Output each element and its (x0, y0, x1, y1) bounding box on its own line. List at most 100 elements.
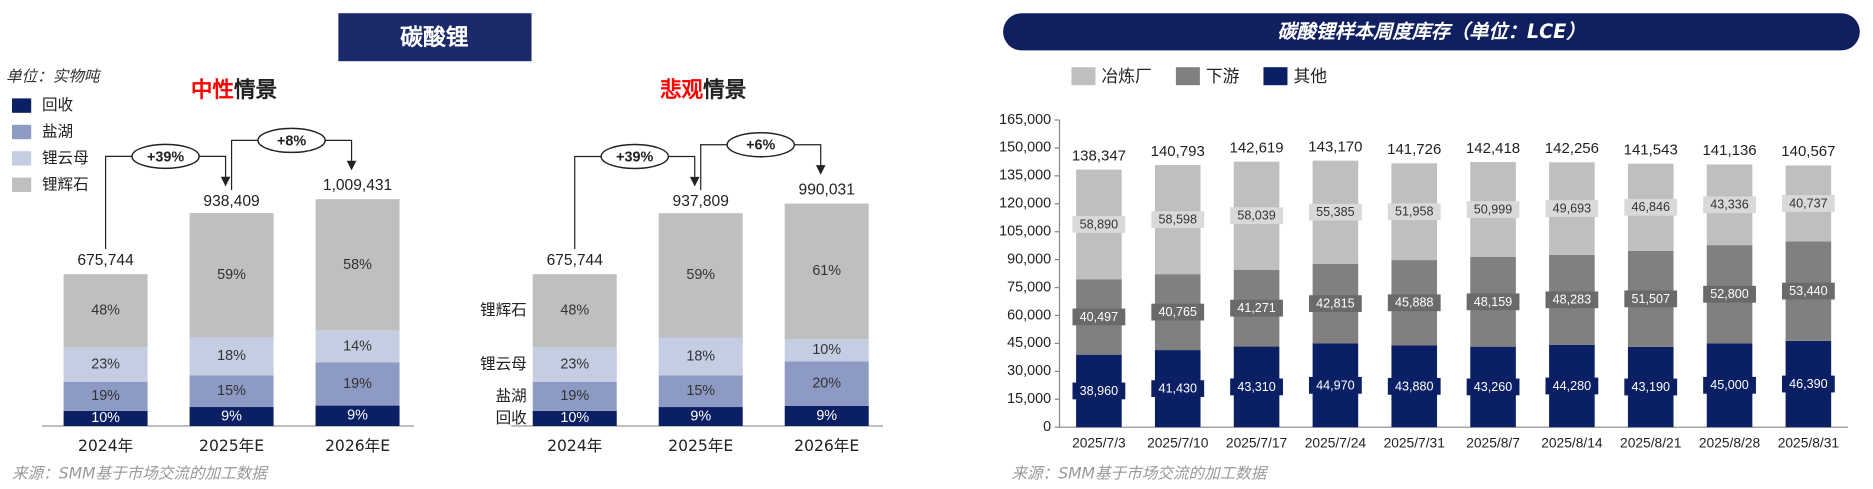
label-box (1545, 200, 1599, 218)
chart-title: 中性情景 (191, 77, 277, 103)
label-box (1387, 377, 1441, 395)
segment-label: 23% (560, 356, 589, 372)
bar-segment (63, 274, 148, 348)
bar-segment (63, 410, 148, 426)
x-tick-label: 2025/7/31 (1384, 436, 1445, 451)
segment-label: 9% (690, 408, 711, 424)
segment-label: 41,430 (1158, 382, 1196, 396)
segment-label: 59% (686, 267, 715, 283)
segment-label: 59% (217, 267, 246, 283)
segment-label: 43,260 (1474, 380, 1512, 394)
x-tick-label: 2025/7/17 (1226, 436, 1287, 451)
series-side-label: 回收 (496, 409, 528, 427)
y-tick-label: 150,000 (999, 140, 1051, 156)
label-box (1545, 377, 1599, 395)
label-box (1703, 376, 1756, 394)
arrow-head (220, 176, 231, 187)
total-label: 142,256 (1545, 140, 1599, 157)
bar-segment (532, 381, 617, 411)
segment-label: 51,507 (1631, 292, 1669, 306)
panel-header-bg (338, 13, 532, 62)
x-tick-label: 2025/8/7 (1466, 436, 1520, 451)
x-tick-label: 2024年 (78, 437, 133, 455)
segment-label: 19% (91, 388, 120, 404)
total-label: 141,726 (1387, 141, 1441, 158)
segment-label: 53,440 (1789, 284, 1827, 298)
total-label: 990,031 (799, 181, 855, 198)
title-text: 情景 (703, 77, 746, 103)
bar-segment (315, 199, 400, 331)
segment-label: 48,283 (1553, 293, 1591, 307)
segment-label: 44,970 (1316, 378, 1354, 392)
label-box (1309, 295, 1362, 313)
y-tick-label: 120,000 (999, 196, 1051, 212)
segment-label: 38,960 (1080, 384, 1118, 398)
y-tick-label: 165,000 (999, 112, 1051, 128)
segment-label: 20% (812, 376, 841, 392)
total-label: 140,567 (1781, 143, 1835, 160)
segment-label: 40,737 (1789, 196, 1827, 210)
legend-label: 锂辉石 (42, 175, 89, 193)
bar-segment (315, 362, 400, 406)
legend-label: 下游 (1206, 66, 1240, 86)
growth-label: +6% (746, 138, 775, 154)
segment-label: 10% (812, 342, 841, 358)
legend-swatch (1175, 67, 1200, 86)
bar-segment (784, 361, 869, 406)
segment-label: 58,598 (1158, 213, 1196, 227)
legend-label: 锂云母 (42, 149, 89, 167)
bar-segment (658, 213, 743, 338)
legend-swatch (11, 98, 32, 113)
label-box (1624, 378, 1678, 396)
x-tick-label: 2025/7/24 (1305, 436, 1367, 451)
total-label: 675,744 (77, 252, 134, 269)
y-tick-label: 90,000 (1007, 251, 1051, 267)
y-tick-label: 45,000 (1007, 335, 1051, 351)
segment-label: 61% (812, 263, 841, 279)
bar-segment (189, 337, 274, 376)
segment-label: 19% (560, 388, 589, 404)
x-tick-label: 2025/7/3 (1072, 436, 1126, 451)
label-box (1230, 207, 1283, 225)
label-box (1309, 203, 1362, 221)
legend-label: 回收 (42, 96, 74, 114)
source-note: 来源：SMM基于市场交流的加工数据 (12, 464, 269, 482)
total-label: 142,619 (1229, 139, 1283, 156)
segment-label: 40,497 (1080, 310, 1118, 324)
bar-segment (784, 339, 869, 362)
legend-swatch (11, 177, 32, 192)
bar-segment (63, 381, 148, 411)
label-box (1624, 290, 1678, 308)
segment-label: 40,765 (1158, 305, 1196, 319)
segment-label: 55,385 (1316, 205, 1354, 219)
segment-label: 43,190 (1631, 380, 1669, 394)
segment-label: 15% (217, 383, 246, 399)
y-tick-label: 0 (1043, 419, 1051, 435)
segment-label: 51,958 (1395, 205, 1433, 219)
bar-segment (189, 407, 274, 426)
segment-label: 10% (91, 410, 120, 426)
bar-segment (532, 274, 617, 348)
segment-label: 19% (343, 376, 372, 392)
label-box (1781, 282, 1835, 300)
x-tick-label: 2025年E (668, 437, 733, 455)
segment-label: 45,000 (1710, 378, 1748, 392)
segment-label: 46,846 (1631, 200, 1669, 214)
segment-label: 48% (91, 302, 120, 318)
growth-badge (257, 127, 326, 154)
label-box (1624, 198, 1678, 216)
bar-segment (532, 410, 617, 426)
bar-segment (315, 405, 400, 426)
legend-swatch (1263, 67, 1288, 86)
label-box (1151, 380, 1205, 398)
arrow-head (346, 160, 357, 171)
bar-segment (658, 337, 743, 376)
bar-segment (784, 405, 869, 426)
label-box (1072, 308, 1126, 326)
total-label: 1,009,431 (323, 177, 392, 194)
total-label: 141,136 (1702, 142, 1756, 159)
label-box (1387, 294, 1441, 312)
legend-swatch (1071, 67, 1096, 86)
